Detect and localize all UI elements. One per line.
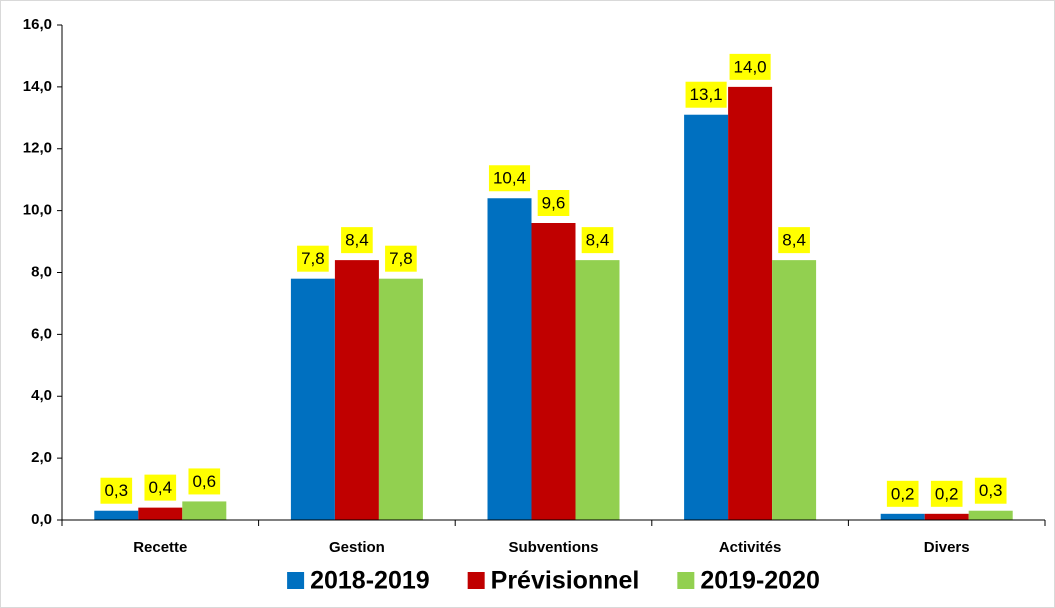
- y-tick-label: 12,0: [23, 140, 52, 157]
- value-label: 9,6: [542, 193, 566, 212]
- value-label: 0,2: [891, 484, 915, 503]
- y-tick-label: 16,0: [23, 16, 52, 33]
- bar: [728, 86, 773, 520]
- x-tick-label: Activités: [719, 539, 782, 556]
- value-label-bg: [886, 480, 919, 507]
- bar: [880, 513, 925, 520]
- value-label: 8,4: [345, 231, 369, 250]
- bar: [575, 260, 620, 520]
- value-label-bg: [778, 227, 810, 254]
- value-label-bg: [297, 245, 329, 272]
- y-tick-label: 10,0: [23, 202, 52, 219]
- legend-swatch: [677, 572, 695, 589]
- value-label: 0,3: [979, 481, 1003, 500]
- bar: [487, 198, 532, 520]
- value-label-bg: [144, 474, 177, 501]
- value-label: 8,4: [586, 231, 610, 250]
- bar: [378, 278, 423, 520]
- x-tick-label: Recette: [133, 539, 187, 556]
- value-label: 8,4: [782, 231, 806, 250]
- legend-label: Prévisionnel: [491, 567, 640, 595]
- y-tick-label: 6,0: [31, 325, 52, 342]
- x-tick-label: Divers: [924, 539, 970, 556]
- x-tick-label: Gestion: [329, 539, 385, 556]
- y-tick-label: 14,0: [23, 78, 52, 95]
- y-tick-label: 2,0: [31, 449, 52, 466]
- y-tick-label: 0,0: [31, 511, 52, 528]
- value-label: 10,4: [493, 169, 526, 188]
- bar: [138, 507, 183, 520]
- bar: [94, 510, 139, 520]
- value-label-bg: [729, 53, 771, 80]
- legend-swatch: [467, 572, 485, 589]
- value-label: 0,6: [192, 472, 216, 491]
- value-label-bg: [188, 468, 221, 495]
- value-label-bg: [974, 477, 1007, 504]
- value-label: 0,3: [104, 481, 128, 500]
- bar: [684, 114, 729, 520]
- y-tick-label: 8,0: [31, 263, 52, 280]
- value-label-bg: [488, 165, 531, 192]
- value-label: 7,8: [301, 249, 325, 268]
- bar: [772, 260, 817, 520]
- value-label-bg: [537, 190, 570, 216]
- value-label-bg: [930, 480, 963, 507]
- value-label: 14,0: [734, 57, 767, 76]
- legend-label: 2019-2020: [700, 567, 820, 595]
- bar: [531, 223, 576, 520]
- value-label-bg: [581, 227, 614, 254]
- value-label: 7,8: [389, 249, 413, 268]
- x-tick-label: Subventions: [508, 539, 598, 556]
- value-label: 13,1: [690, 85, 723, 104]
- value-label-bg: [685, 81, 727, 108]
- bar: [968, 510, 1013, 520]
- y-tick-label: 4,0: [31, 387, 52, 404]
- bar: [924, 513, 969, 520]
- value-label: 0,2: [935, 484, 959, 503]
- bar: [334, 260, 379, 520]
- legend-swatch: [287, 572, 305, 589]
- value-label-bg: [385, 245, 417, 272]
- value-label-bg: [100, 477, 133, 504]
- value-label: 0,4: [148, 478, 172, 497]
- bar: [290, 278, 335, 520]
- legend-label: 2018-2019: [310, 567, 430, 595]
- value-label-bg: [341, 227, 373, 254]
- bar: [182, 501, 227, 520]
